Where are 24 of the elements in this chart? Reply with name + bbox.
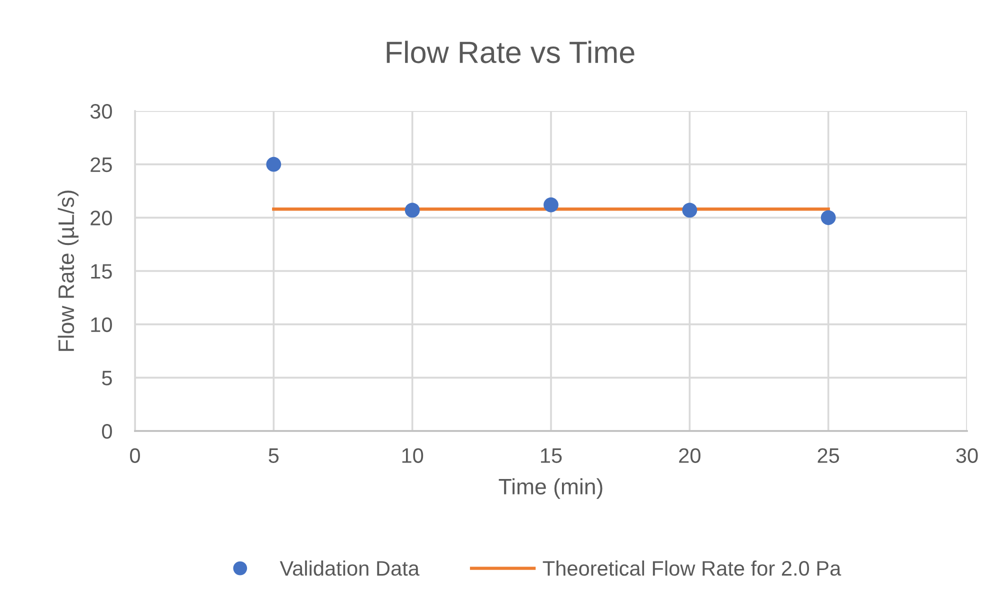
x-tick-label: 15	[541, 448, 562, 463]
point	[682, 202, 698, 218]
x-tick-label: 25	[818, 448, 840, 463]
y-tick-label: 30	[90, 104, 112, 119]
x-tick-label: 5	[268, 448, 279, 463]
x-tick-label: 30	[956, 448, 978, 463]
x-axis-title: Time (min)	[498, 478, 602, 499]
y-axis-title: Flow Rate (µL/s)	[58, 190, 78, 351]
y-tick-label: 25	[90, 157, 112, 172]
y-tick-label: 10	[91, 317, 112, 332]
y-tick-label: 5	[102, 370, 112, 386]
x-tick-label: 0	[130, 448, 140, 463]
y-tick-label: 20	[90, 210, 112, 226]
y-tick-label: 15	[91, 264, 112, 279]
legend-label: Validation Data	[280, 560, 420, 576]
point	[544, 197, 558, 212]
point	[820, 210, 836, 226]
y-tick-label: 0	[102, 424, 112, 439]
x-tick-label: 10	[402, 448, 424, 463]
point	[404, 202, 420, 218]
point	[266, 156, 282, 172]
chart-title: Flow Rate vs Time	[386, 40, 634, 64]
legend-label: Theoretical Flow Rate for 2.0 Pa	[542, 560, 842, 576]
x-tick-label: 20	[679, 448, 700, 463]
